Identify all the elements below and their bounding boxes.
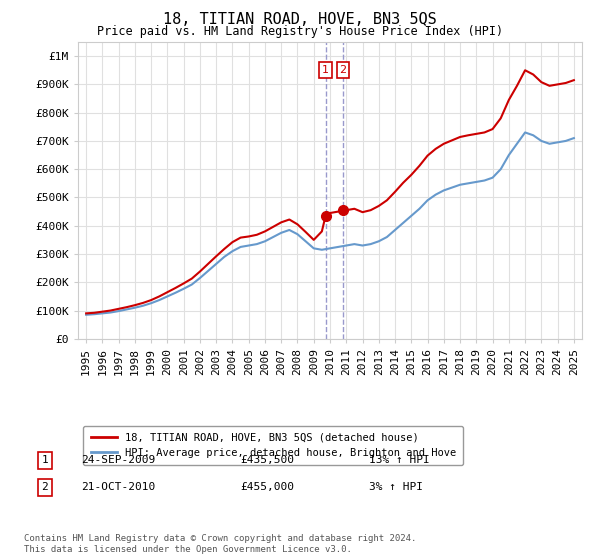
Text: This data is licensed under the Open Government Licence v3.0.: This data is licensed under the Open Gov… (24, 545, 352, 554)
Text: Price paid vs. HM Land Registry's House Price Index (HPI): Price paid vs. HM Land Registry's House … (97, 25, 503, 38)
Text: £455,000: £455,000 (240, 482, 294, 492)
Text: 1: 1 (322, 66, 329, 75)
Text: Contains HM Land Registry data © Crown copyright and database right 2024.: Contains HM Land Registry data © Crown c… (24, 534, 416, 543)
Text: 2: 2 (340, 66, 347, 75)
Text: 24-SEP-2009: 24-SEP-2009 (81, 455, 155, 465)
Legend: 18, TITIAN ROAD, HOVE, BN3 5QS (detached house), HPI: Average price, detached ho: 18, TITIAN ROAD, HOVE, BN3 5QS (detached… (83, 426, 463, 465)
Text: 13% ↑ HPI: 13% ↑ HPI (369, 455, 430, 465)
Text: 21-OCT-2010: 21-OCT-2010 (81, 482, 155, 492)
Text: 18, TITIAN ROAD, HOVE, BN3 5QS: 18, TITIAN ROAD, HOVE, BN3 5QS (163, 12, 437, 27)
Text: £435,500: £435,500 (240, 455, 294, 465)
Text: 1: 1 (41, 455, 49, 465)
Text: 2: 2 (41, 482, 49, 492)
Text: 3% ↑ HPI: 3% ↑ HPI (369, 482, 423, 492)
